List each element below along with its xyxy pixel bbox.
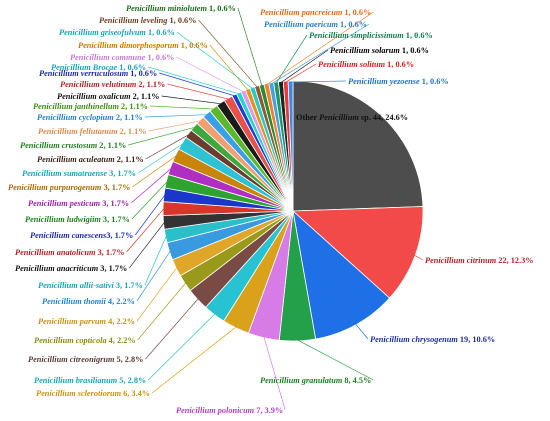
leader-line bbox=[134, 194, 166, 236]
slice-label: Penicillium polonicum 7, 3.9% bbox=[176, 406, 283, 415]
slice-label: Penicillium ludwigiim 3, 1.7% bbox=[25, 215, 130, 224]
slice-label: Penicillium sumatraense 3, 1.7% bbox=[22, 169, 136, 178]
slice-label: Penicillium anatolicum 3, 1.7% bbox=[15, 248, 125, 257]
leader-line bbox=[148, 120, 201, 132]
leader-line bbox=[167, 83, 229, 100]
leader-line bbox=[144, 235, 167, 286]
slice-label: Penicillium chrysogenum 19, 10.6% bbox=[370, 335, 495, 344]
slice-label: Other Penicillium sp. 44, 24.6% bbox=[296, 113, 408, 122]
slice-label: Penicillium pesticum 3, 1.7% bbox=[28, 199, 129, 208]
slice-label: Penicillium thomii 4, 2.2% bbox=[42, 297, 135, 306]
slice-label: Penicillium cyclopium 2, 1.1% bbox=[37, 113, 143, 122]
slice-label: Penicillium citrinum 22, 12.3% bbox=[425, 256, 534, 265]
slice-label: Penicillium yezoense 1, 0.6% bbox=[348, 77, 449, 86]
leader-line bbox=[136, 267, 178, 322]
leader-line bbox=[131, 181, 168, 220]
leader-line bbox=[266, 11, 374, 86]
leader-line bbox=[293, 116, 383, 119]
slice-label: Penicillium copticola 4, 2.2% bbox=[34, 336, 136, 345]
leader-line bbox=[145, 298, 199, 360]
leader-line bbox=[148, 313, 216, 381]
leader-line bbox=[128, 126, 195, 146]
leader-line bbox=[290, 80, 347, 83]
pie-slice bbox=[292, 80, 424, 212]
slice-label: Penicillium parvum 4, 2.2% bbox=[38, 317, 135, 326]
leader-line bbox=[297, 339, 374, 381]
slice-label: Penicillium brasilianum 5, 2.8% bbox=[34, 376, 146, 385]
slice-label: Penicillium aculeatum 2, 1.1% bbox=[37, 155, 144, 164]
slice-label: Penicillium pancreicum 1, 0.6% bbox=[260, 8, 371, 17]
leader-line bbox=[414, 254, 424, 261]
slice-label: Penicillium canescens3, 1.7% bbox=[30, 231, 133, 240]
slice-label: Penicillium verruculosum 1, 0.6% bbox=[39, 69, 157, 78]
slice-label: Penicillium solarum 1, 0.6% bbox=[330, 46, 429, 55]
slice-label: Penicillium citreonigrum 5, 2.8% bbox=[28, 355, 143, 364]
slice-label: Penicillium commune 1, 0.6% bbox=[70, 53, 174, 62]
slice-label: Penicillium dimorphosporum 1, 0.6% bbox=[78, 41, 208, 50]
leader-line bbox=[150, 105, 215, 110]
leader-line bbox=[285, 63, 317, 83]
slice-label: Penicillium sclerotiorum 6, 3.4% bbox=[36, 389, 150, 398]
leader-line bbox=[355, 323, 369, 340]
leader-line bbox=[237, 7, 263, 86]
leader-line bbox=[271, 23, 370, 85]
leader-line bbox=[137, 143, 184, 174]
leader-line bbox=[130, 168, 172, 204]
slice-label: Penicillium paericum 1, 0.6% bbox=[264, 20, 367, 29]
leader-line bbox=[209, 44, 249, 91]
slice-label: Penicillium simplicissimum 1, 0.6% bbox=[309, 31, 433, 40]
slice-label: Penicillium solitum 1, 0.6% bbox=[318, 60, 414, 69]
pie-slices bbox=[162, 80, 424, 342]
leader-line bbox=[176, 31, 253, 89]
leader-line bbox=[280, 49, 329, 83]
leader-line bbox=[198, 19, 258, 88]
slice-label: Penicillium granulatum 8, 4.5% bbox=[260, 376, 371, 385]
leader-lines bbox=[126, 7, 424, 411]
leader-line bbox=[132, 155, 177, 188]
slice-label: Penicillium fellutanum 2, 1.1% bbox=[38, 127, 147, 136]
slice-label: Penicillium janthinellum 2, 1.1% bbox=[33, 102, 148, 111]
leader-line bbox=[275, 34, 308, 84]
slice-label: Penicillium oxalicum 2, 1.1% bbox=[57, 92, 160, 101]
slice-label: Penicillium velutinum 2, 1.1% bbox=[60, 80, 165, 89]
leader-line bbox=[148, 66, 240, 95]
leader-line bbox=[145, 133, 190, 160]
leader-line bbox=[126, 208, 165, 253]
leader-line bbox=[159, 72, 235, 97]
leader-line bbox=[128, 222, 165, 269]
slice-label: Penicillium crustosum 2, 1.1% bbox=[20, 141, 126, 150]
slice-label: Penicillium leveling 1, 0.6% bbox=[99, 16, 197, 25]
leader-line bbox=[137, 282, 187, 341]
slice-label: Penicillium anacriticum 3, 1.7% bbox=[15, 264, 127, 273]
leader-line bbox=[161, 95, 222, 105]
slice-label: Penicillium allii-sativi 3, 1.7% bbox=[38, 281, 143, 290]
leader-line bbox=[176, 56, 244, 93]
leader-line bbox=[151, 326, 237, 394]
slice-label: Penicillium griseofulvum 1, 0.6% bbox=[59, 28, 175, 37]
leader-line bbox=[136, 250, 171, 302]
leader-line bbox=[263, 336, 286, 411]
slice-labels: Other Penicillium sp. 44, 24.6% Penicilli… bbox=[8, 4, 534, 415]
slice-label: Penicillium miniolutem 1, 0.6% bbox=[126, 4, 236, 13]
slice-label: Penicillium purpurogenum 3, 1.7% bbox=[8, 183, 130, 192]
slice-label: Penicillium Brocae 1, 0.6% bbox=[51, 63, 146, 72]
leader-line bbox=[144, 114, 208, 118]
